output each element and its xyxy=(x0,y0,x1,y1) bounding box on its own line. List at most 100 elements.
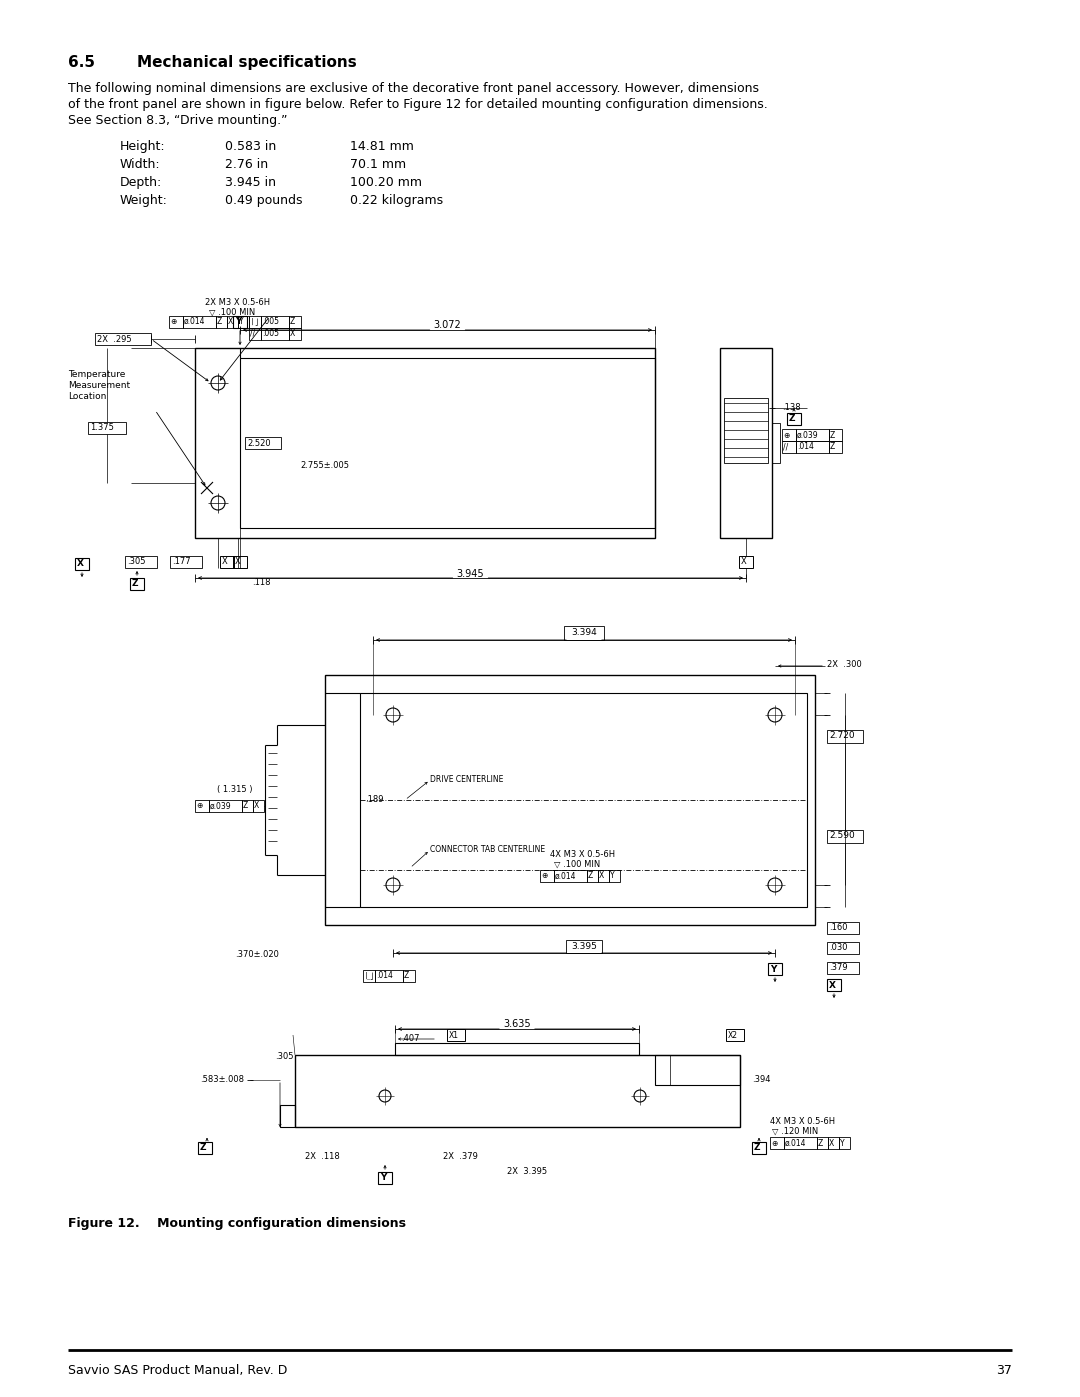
Text: .379: .379 xyxy=(829,963,848,972)
Text: ▽ .100 MIN: ▽ .100 MIN xyxy=(554,861,600,869)
Bar xyxy=(540,870,554,882)
Text: ø.014: ø.014 xyxy=(555,872,577,880)
Text: .030: .030 xyxy=(829,943,848,951)
Bar xyxy=(238,316,249,328)
Text: Z: Z xyxy=(404,971,409,981)
Text: 6.5        Mechanical specifications: 6.5 Mechanical specifications xyxy=(68,54,356,70)
Bar xyxy=(598,870,609,882)
Text: X: X xyxy=(235,557,241,567)
Text: .305: .305 xyxy=(127,557,146,567)
Text: 3.945 in: 3.945 in xyxy=(225,176,276,189)
Text: The following nominal dimensions are exclusive of the decorative front panel acc: The following nominal dimensions are exc… xyxy=(68,82,759,95)
Text: X: X xyxy=(741,557,746,567)
Bar xyxy=(375,970,403,982)
Bar xyxy=(839,1137,850,1148)
Bar xyxy=(378,1172,392,1185)
Text: 4X M3 X 0.5-6H: 4X M3 X 0.5-6H xyxy=(550,849,616,859)
Text: .005: .005 xyxy=(262,317,279,327)
Text: 2X  .300: 2X .300 xyxy=(827,659,862,669)
Bar xyxy=(796,441,829,453)
Text: ⊕: ⊕ xyxy=(170,317,176,326)
Text: Z: Z xyxy=(831,441,835,451)
Text: Z: Z xyxy=(754,1143,760,1153)
Bar xyxy=(554,870,588,882)
Text: .407: .407 xyxy=(401,1034,419,1044)
Text: .583±.008: .583±.008 xyxy=(200,1076,244,1084)
Text: Y: Y xyxy=(610,872,615,880)
Text: .118: .118 xyxy=(252,578,270,587)
Text: 3.635: 3.635 xyxy=(503,1018,530,1030)
Bar xyxy=(227,316,238,328)
Bar xyxy=(752,1141,766,1154)
Bar xyxy=(87,422,126,434)
Bar xyxy=(253,800,264,812)
Bar xyxy=(609,870,620,882)
Bar xyxy=(447,1030,465,1041)
Bar xyxy=(242,800,253,812)
Text: X: X xyxy=(829,1139,834,1147)
Text: X: X xyxy=(77,560,84,569)
Bar xyxy=(827,731,863,743)
Text: ø.014: ø.014 xyxy=(184,317,205,326)
Bar xyxy=(724,398,768,462)
Bar xyxy=(588,870,598,882)
Bar xyxy=(654,1055,740,1085)
Text: Height:: Height: xyxy=(120,140,165,154)
Text: .177: .177 xyxy=(172,557,191,567)
Text: X2: X2 xyxy=(728,1031,738,1039)
Text: X: X xyxy=(829,981,836,989)
Text: ⊕: ⊕ xyxy=(771,1139,778,1147)
Text: 3.395: 3.395 xyxy=(571,942,597,951)
Bar xyxy=(249,328,261,339)
Bar xyxy=(784,1137,816,1148)
Text: of the front panel are shown in figure below. Refer to Figure 12 for detailed mo: of the front panel are shown in figure b… xyxy=(68,98,768,110)
Bar xyxy=(198,1141,212,1154)
Text: X: X xyxy=(291,330,295,338)
Bar xyxy=(233,316,247,328)
Text: Measurement: Measurement xyxy=(68,381,130,390)
Bar xyxy=(564,626,604,640)
Bar xyxy=(220,556,234,569)
Bar xyxy=(168,316,183,328)
Text: DRIVE CENTERLINE: DRIVE CENTERLINE xyxy=(430,775,503,784)
Text: .305: .305 xyxy=(275,1052,294,1060)
Bar xyxy=(363,970,375,982)
Bar xyxy=(280,1105,295,1127)
Bar xyxy=(360,693,807,907)
Bar xyxy=(827,979,841,990)
Text: ▽ .120 MIN: ▽ .120 MIN xyxy=(772,1127,819,1136)
Bar xyxy=(125,556,157,569)
Text: //: // xyxy=(783,441,788,451)
Text: Z: Z xyxy=(217,317,222,326)
Text: Y: Y xyxy=(239,317,244,326)
Bar xyxy=(827,942,859,954)
Bar xyxy=(130,578,144,590)
Bar xyxy=(772,423,780,462)
Text: Savvio SAS Product Manual, Rev. D: Savvio SAS Product Manual, Rev. D xyxy=(68,1363,287,1377)
Bar xyxy=(816,1137,828,1148)
Text: 0.22 kilograms: 0.22 kilograms xyxy=(350,194,443,207)
Bar xyxy=(289,328,301,339)
Text: //: // xyxy=(249,330,255,338)
Bar xyxy=(782,429,796,441)
Text: Z: Z xyxy=(831,430,835,440)
Text: 4X M3 X 0.5-6H: 4X M3 X 0.5-6H xyxy=(770,1118,835,1126)
Text: CONNECTOR TAB CENTERLINE: CONNECTOR TAB CENTERLINE xyxy=(430,845,545,854)
Bar xyxy=(183,316,216,328)
Text: 2X  .295: 2X .295 xyxy=(97,334,132,344)
Text: ▽ .100 MIN: ▽ .100 MIN xyxy=(210,307,255,317)
Text: ø.039: ø.039 xyxy=(210,802,231,810)
Bar xyxy=(170,556,202,569)
Text: Y: Y xyxy=(235,317,241,327)
Text: .138: .138 xyxy=(782,402,800,412)
Text: X: X xyxy=(254,802,259,810)
Bar xyxy=(261,328,289,339)
Text: 0.583 in: 0.583 in xyxy=(225,140,276,154)
Text: 2.520: 2.520 xyxy=(247,439,271,447)
Text: 2X  .379: 2X .379 xyxy=(443,1153,477,1161)
Bar xyxy=(787,414,801,425)
Bar xyxy=(720,348,772,538)
Bar xyxy=(325,675,815,925)
Text: Weight:: Weight: xyxy=(120,194,167,207)
Bar xyxy=(195,348,654,538)
